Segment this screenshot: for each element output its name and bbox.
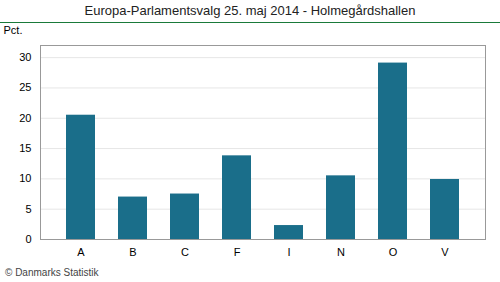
svg-text:F: F xyxy=(234,246,241,258)
svg-text:30: 30 xyxy=(19,51,31,63)
html-text:© Danmarks Statistik: © Danmarks Statistik xyxy=(5,267,99,278)
svg-text:A: A xyxy=(77,246,85,258)
svg-text:25: 25 xyxy=(19,81,31,93)
svg-text:5: 5 xyxy=(25,203,31,215)
svg-text:15: 15 xyxy=(19,142,31,154)
svg-text:20: 20 xyxy=(19,112,31,124)
svg-text:V: V xyxy=(441,246,449,258)
svg-text:I: I xyxy=(287,246,290,258)
svg-text:0: 0 xyxy=(25,233,31,245)
svg-text:10: 10 xyxy=(19,172,31,184)
svg-text:N: N xyxy=(337,246,345,258)
svg-text:C: C xyxy=(181,246,189,258)
svg-text:O: O xyxy=(389,246,398,258)
svg-text:B: B xyxy=(129,246,136,258)
html-text:Europa-Parlamentsvalg 25. maj: Europa-Parlamentsvalg 25. maj 2014 - Hol… xyxy=(84,3,416,18)
svg-text:Pct.: Pct. xyxy=(4,24,23,36)
